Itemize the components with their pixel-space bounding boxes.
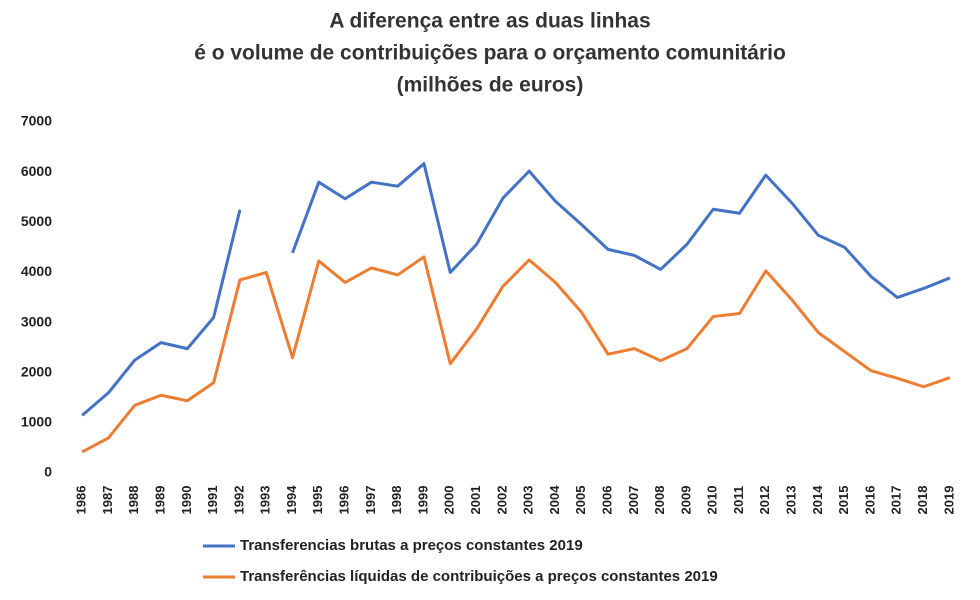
x-tick-label: 2018 <box>915 486 930 515</box>
x-tick-label: 2005 <box>573 486 588 515</box>
chart-title: (milhões de euros) <box>397 74 584 97</box>
x-tick-label: 2008 <box>652 486 667 515</box>
x-tick-label: 2006 <box>599 486 614 515</box>
x-tick-label: 2009 <box>678 486 693 515</box>
x-tick-label: 1993 <box>258 486 273 515</box>
x-tick-label: 2003 <box>521 486 536 515</box>
x-tick-label: 1988 <box>126 486 141 515</box>
legend-label: Transferencias brutas a preços constante… <box>240 537 583 554</box>
y-tick-label: 0 <box>44 464 52 480</box>
y-tick-label: 1000 <box>21 414 52 430</box>
y-tick-label: 3000 <box>21 313 52 329</box>
x-tick-label: 2011 <box>731 486 746 514</box>
x-tick-label: 1998 <box>389 486 404 515</box>
x-tick-label: 1990 <box>179 486 194 515</box>
x-tick-label: 2019 <box>941 486 956 515</box>
x-tick-label: 2016 <box>862 486 877 515</box>
y-tick-label: 5000 <box>21 213 52 229</box>
x-tick-label: 2010 <box>705 486 720 515</box>
x-tick-label: 1997 <box>363 486 378 515</box>
y-tick-label: 4000 <box>21 263 52 279</box>
chart-title: é o volume de contribuições para o orçam… <box>194 42 786 65</box>
x-tick-label: 1992 <box>231 486 246 515</box>
x-tick-label: 2007 <box>626 486 641 515</box>
series-line <box>81 162 951 417</box>
x-tick-label: 2012 <box>757 486 772 515</box>
x-tick-label: 1994 <box>284 485 299 515</box>
x-tick-label: 2017 <box>889 486 904 515</box>
x-tick-label: 1995 <box>310 486 325 515</box>
x-tick-label: 2013 <box>784 486 799 515</box>
x-tick-label: 2000 <box>442 486 457 515</box>
x-tick-label: 1986 <box>74 486 89 515</box>
x-tick-label: 1991 <box>205 486 220 515</box>
y-tick-label: 2000 <box>21 363 52 379</box>
legend-label: Transferências líquidas de contribuições… <box>240 568 718 585</box>
y-tick-label: 6000 <box>21 163 52 179</box>
x-tick-label: 1999 <box>415 486 430 515</box>
chart-title: A diferença entre as duas linhas <box>329 10 650 33</box>
series-line <box>81 255 951 454</box>
x-tick-label: 1989 <box>152 486 167 515</box>
x-tick-label: 2014 <box>810 485 825 515</box>
x-tick-label: 2004 <box>547 485 562 515</box>
x-tick-label: 1987 <box>100 486 115 515</box>
x-tick-label: 1996 <box>337 486 352 515</box>
x-tick-label: 2001 <box>468 486 483 515</box>
x-tick-label: 2015 <box>836 486 851 515</box>
x-tick-label: 2002 <box>494 486 509 515</box>
y-tick-label: 7000 <box>21 113 52 129</box>
